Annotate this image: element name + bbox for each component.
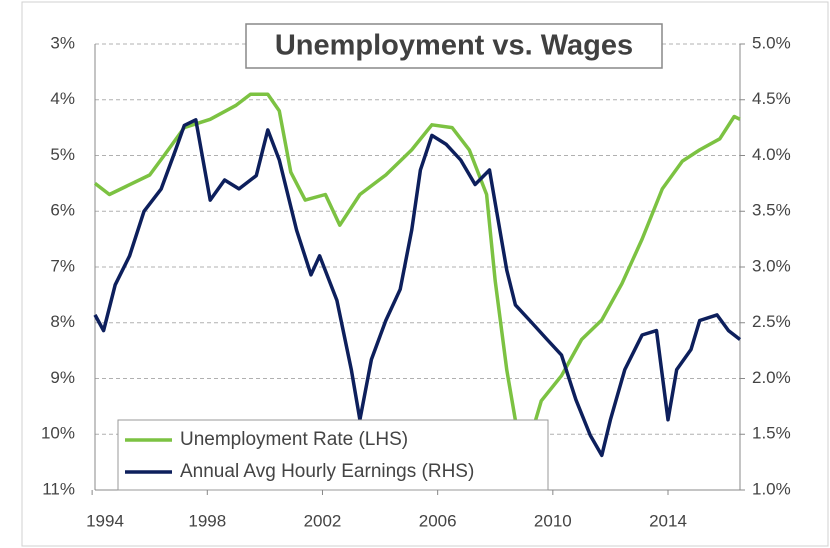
x-tick-label: 2014	[649, 511, 687, 530]
x-tick-label: 1998	[188, 511, 226, 530]
y2-tick-label: 4.0%	[752, 145, 791, 164]
y-tick-label: 11%	[42, 479, 75, 498]
x-tick-label: 1994	[86, 511, 124, 530]
y-tick-label: 5%	[50, 145, 75, 164]
y-tick-label: 7%	[50, 256, 75, 275]
legend-box	[117, 419, 549, 491]
y-tick-label: 4%	[50, 89, 75, 108]
y2-tick-label: 2.5%	[752, 312, 791, 331]
x-tick-label: 2002	[304, 511, 342, 530]
series-line	[93, 92, 741, 442]
y-tick-label: 3%	[50, 33, 75, 52]
title-box	[245, 23, 663, 69]
y-tick-label: 9%	[50, 368, 75, 387]
y2-tick-label: 1.0%	[752, 479, 791, 498]
y2-tick-label: 3.5%	[752, 201, 791, 220]
x-tick-label: 2010	[534, 511, 572, 530]
lines	[93, 92, 742, 458]
y2-tick-label: 5.0%	[752, 33, 791, 52]
y2-tick-label: 3.0%	[752, 256, 791, 275]
y-tick-label: 8%	[50, 312, 75, 331]
y-tick-label: 10%	[41, 424, 75, 443]
chart-title: Unemployment vs. Wages	[275, 30, 633, 62]
y2-tick-label: 2.0%	[752, 368, 791, 387]
legend-label: Annual Avg Hourly Earnings (RHS)	[180, 461, 474, 482]
legend: Unemployment Rate (LHS) Annual Avg Hourly…	[125, 429, 474, 482]
y2-tick-label: 1.5%	[752, 424, 791, 443]
y2-tick-label: 4.5%	[752, 89, 791, 108]
x-tick-label: 2006	[419, 511, 457, 530]
y-tick-label: 6%	[50, 201, 75, 220]
series-line	[93, 118, 742, 458]
legend-label: Unemployment Rate (LHS)	[180, 429, 408, 450]
